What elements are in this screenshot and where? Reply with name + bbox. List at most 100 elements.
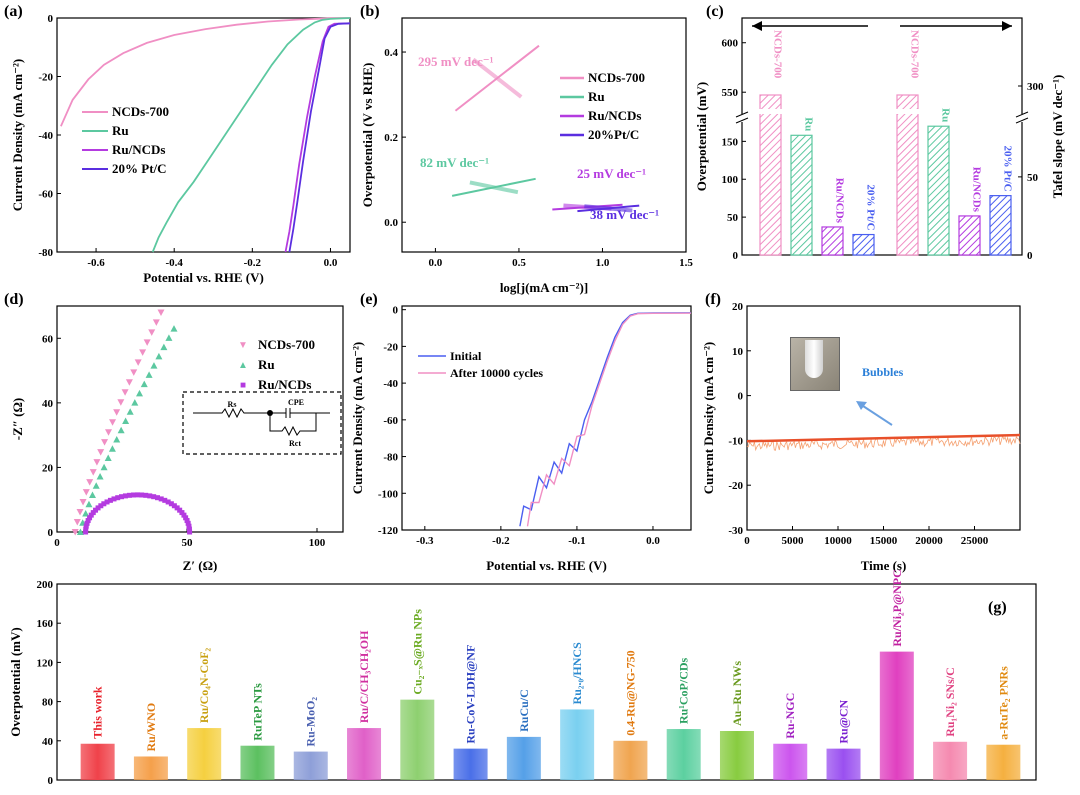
marker-Ru/NCDs: [111, 496, 117, 502]
bar-3: [240, 745, 275, 780]
marker-Ru: [126, 408, 134, 415]
annotation-bubbles: Bubbles: [862, 365, 904, 379]
legend-label: After 10000 cycles: [450, 366, 543, 380]
panel-g-frame: [56, 583, 1037, 781]
y-tick-label: 550: [722, 87, 739, 99]
x-tick-label: -0.2: [244, 257, 262, 269]
arrow-head: [1002, 21, 1012, 31]
marker-Ru/NCDs: [179, 510, 185, 516]
marker-Ru/NCDs: [83, 523, 89, 529]
panel-a-frame: [56, 17, 351, 253]
marker-NCDs-700: [148, 329, 156, 336]
bar-category-label: This work: [91, 686, 105, 739]
bar-14: [826, 748, 861, 780]
y-axis-label: Overpotential (mV): [694, 82, 709, 191]
bar-15: [879, 651, 914, 780]
y-tick-label: -20: [383, 341, 398, 353]
bar-11: [666, 729, 701, 780]
cpe-rct: [269, 408, 330, 437]
panel-label: (b): [360, 3, 380, 20]
axis-break: [1015, 117, 1029, 124]
marker-Ru/NCDs: [165, 499, 171, 505]
marker-Ru/NCDs: [186, 523, 192, 529]
marker-Ru/NCDs: [93, 507, 99, 513]
marker-Ru/NCDs: [174, 505, 180, 511]
marker-Ru/NCDs: [131, 492, 137, 498]
marker-NCDs-700: [109, 419, 117, 426]
x-tick-label: -0.3: [416, 535, 434, 547]
y-tick-label: 0: [48, 775, 54, 787]
marker-Ru/NCDs: [115, 495, 121, 501]
series-line-Ru/NCDs: [284, 22, 351, 253]
y-tick-label: 160: [37, 618, 54, 630]
marker-Ru: [140, 380, 148, 388]
x-tick-label: -0.6: [87, 257, 105, 269]
y-axis-label: Current Density (mA cm⁻²): [10, 59, 25, 211]
marker-NCDs-700: [125, 379, 133, 386]
x-tick-label: 10000: [824, 535, 852, 547]
bar-category-label: NCDs-700: [909, 30, 921, 79]
y2-tick-label: 50: [1027, 172, 1039, 184]
marker-Ru/NCDs: [119, 494, 125, 500]
marker-Ru/NCDs: [101, 501, 107, 507]
bar-tafel-0: [896, 94, 919, 256]
marker-Ru: [170, 325, 178, 332]
slope-label: 25 mV dec⁻¹: [577, 166, 646, 181]
y-tick-label: 120: [37, 657, 54, 669]
panel-b-frame: [401, 17, 687, 253]
marker-Ru/NCDs: [158, 496, 164, 502]
bar-tafel-3: [989, 195, 1012, 256]
bar-category-label: a-RuTe₂ PNRs: [996, 666, 1010, 740]
bar-category-label: Cu₂₋ₓS@Ru NPs: [410, 609, 424, 695]
y-tick-label: 0: [48, 13, 54, 25]
bar-category-label: Ru/Ni₂P@NPC: [890, 569, 904, 646]
marker-Ru: [113, 436, 121, 443]
marker-Ru/NCDs: [183, 515, 189, 521]
legend-label: 20% Pt/C: [112, 161, 167, 176]
marker-NCDs-700: [71, 529, 79, 536]
legend-label: NCDs-700: [112, 104, 169, 119]
y-tick-label: 20: [42, 462, 54, 474]
bar-category-label: RuCu/C: [517, 689, 531, 732]
bar-5: [347, 728, 382, 780]
series-line-NCDs-700: [60, 17, 351, 127]
bar-break: [759, 109, 782, 114]
legend-marker: ▲: [238, 360, 248, 371]
y-tick-label: 0: [48, 527, 54, 539]
y2-axis-label: Tafel slope (mV dec⁻¹): [1050, 75, 1065, 199]
legend-label: Ru/NCDs: [112, 142, 165, 157]
inset-label-rct: Rct: [289, 439, 301, 448]
marker-Ru/NCDs: [147, 493, 153, 499]
marker-Ru/NCDs: [122, 493, 128, 499]
x-axis-label: log[j(mA cm⁻²)]: [500, 280, 588, 295]
panel-c-frame: [741, 17, 1023, 256]
panel-label: (e): [360, 291, 378, 308]
y-tick-label: 600: [722, 38, 739, 50]
axis-break-gap: [736, 114, 748, 122]
marker-NCDs-700: [79, 499, 87, 506]
bar-12: [719, 731, 754, 780]
x-tick-label: 0.0: [429, 257, 443, 269]
y-tick-label: -40: [383, 378, 398, 390]
marker-Ru/NCDs: [139, 492, 145, 498]
x-axis-label: Potential vs. RHE (V): [486, 558, 607, 573]
marker-NCDs-700: [82, 489, 90, 496]
x-tick-label: -0.4: [165, 257, 183, 269]
bar-category-label: RuTeP NTs: [250, 683, 264, 741]
marker-Ru/NCDs: [187, 529, 193, 535]
panel-f-frame: [746, 305, 1021, 531]
y2-tick-label: 0: [1027, 250, 1033, 262]
marker-Ru/NCDs: [84, 520, 90, 526]
marker-Ru/NCDs: [95, 505, 101, 511]
x-tick-label: 25000: [961, 535, 989, 547]
marker-Ru: [165, 334, 173, 341]
legend-label: Ru: [258, 357, 275, 372]
bar-category-label: Ru@CN: [837, 699, 851, 743]
marker-Ru/NCDs: [186, 526, 192, 532]
axis-break: [735, 111, 749, 118]
y-tick-label: 40: [42, 736, 54, 748]
marker-Ru: [136, 389, 144, 397]
y-tick-label: 0: [738, 391, 744, 403]
bar-13: [773, 743, 808, 780]
marker-NCDs-700: [139, 349, 147, 356]
